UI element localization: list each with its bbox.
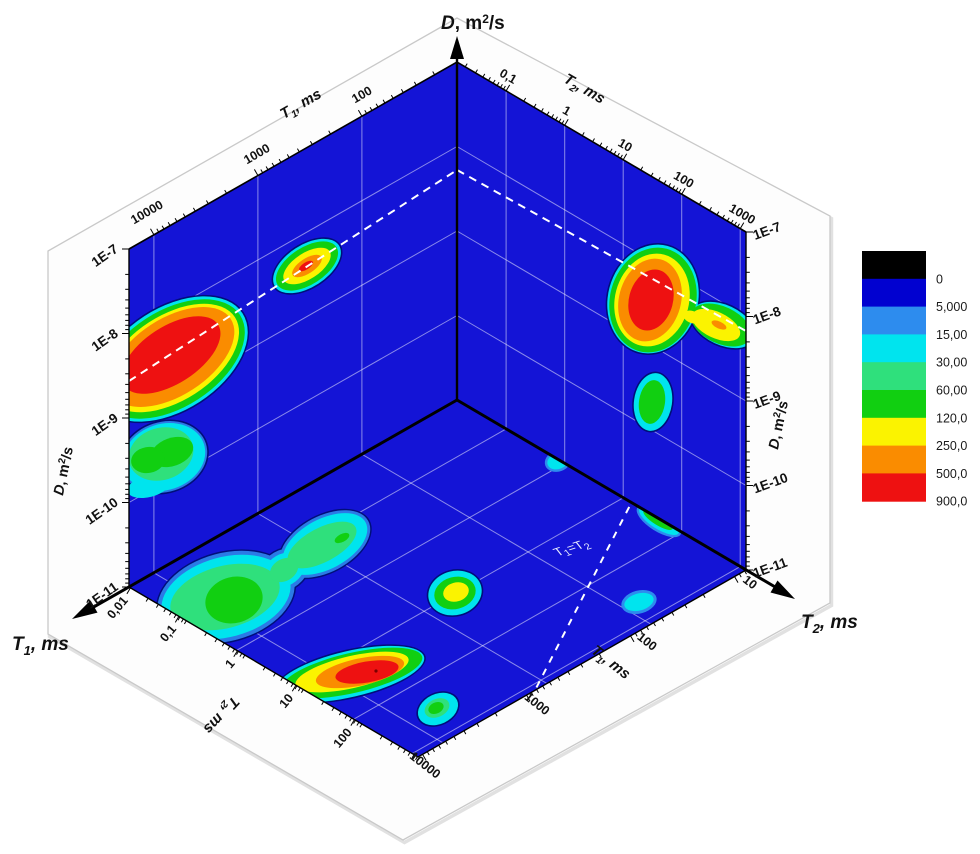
svg-text:60,00: 60,00 xyxy=(936,384,967,398)
svg-text:0: 0 xyxy=(936,272,943,286)
svg-text:10: 10 xyxy=(740,573,760,593)
svg-text:5,000: 5,000 xyxy=(936,300,967,314)
svg-text:900,0: 900,0 xyxy=(936,495,967,509)
svg-text:120,0: 120,0 xyxy=(936,411,967,425)
svg-text:10: 10 xyxy=(616,136,635,155)
svg-text:T2, ms: T2, ms xyxy=(801,612,858,636)
svg-text:T1, ms: T1, ms xyxy=(12,634,69,658)
svg-text:15,00: 15,00 xyxy=(936,328,967,342)
svg-text:30,00: 30,00 xyxy=(936,356,967,370)
svg-text:D, m2/s: D, m2/s xyxy=(441,12,505,34)
svg-text:250,0: 250,0 xyxy=(936,439,967,453)
svg-text:500,0: 500,0 xyxy=(936,467,967,481)
